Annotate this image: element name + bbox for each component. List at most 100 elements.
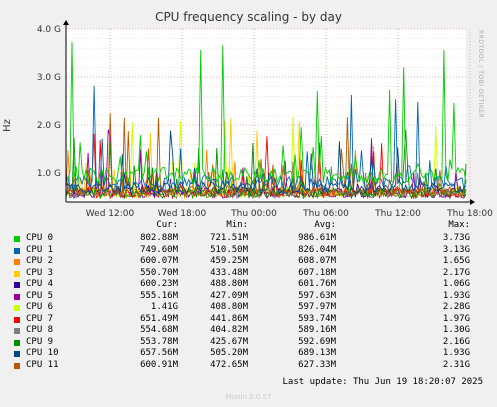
legend-header: Avg: [314, 220, 336, 230]
legend-cur-value: 600.07M [140, 256, 178, 266]
legend-swatch [14, 351, 20, 357]
legend-series-name: CPU 1 [26, 244, 54, 255]
legend-cur-value: 554.68M [140, 325, 178, 335]
legend-row: CPU 2 600.07M 459.25M 608.07M 1.65G [0, 256, 497, 268]
x-tick-label: Thu 06:00 [302, 209, 349, 219]
rrdtool-credit: RRDTOOL / TOBI OETIKER [477, 30, 484, 119]
legend-avg-value: 597.63M [298, 290, 336, 301]
chart-title: CPU frequency scaling - by day [155, 10, 342, 24]
legend-header: Max: [448, 220, 470, 230]
series-line-cpu-1 [65, 85, 467, 192]
legend-row: CPU 7 651.49M 441.86M 593.74M 1.97G [0, 314, 497, 326]
legend-max-value: 2.31G [442, 359, 470, 370]
legend-swatch [14, 328, 20, 334]
last-update: Last update: Thu Jun 19 18:20:07 2025 [282, 377, 483, 387]
legend-swatch [14, 247, 20, 254]
legend-min-value: 408.80M [210, 302, 248, 312]
legend-max-value: 1.65G [442, 256, 470, 266]
legend-max-value: 1.06G [442, 279, 470, 289]
legend-avg-value: 597.97M [298, 302, 336, 312]
legend-cur-value: 550.70M [140, 267, 178, 278]
legend-cur-value: 1.41G [150, 302, 178, 312]
legend-row: CPU 11 600.91M 472.65M 627.33M 2.31G [0, 360, 497, 372]
x-tick-label: Thu 00:00 [230, 209, 277, 219]
legend-swatch [14, 305, 20, 311]
series-line-cpu-0 [65, 41, 467, 185]
legend-max-value: 2.28G [442, 302, 470, 312]
legend-series-name: CPU 10 [26, 348, 59, 358]
legend-row: CPU 3 550.70M 433.48M 607.18M 2.17G [0, 268, 497, 280]
legend-series-name: CPU 9 [26, 336, 54, 347]
munin-version: Munin 2.0.57 [225, 393, 272, 401]
legend-cur-value: 555.16M [140, 290, 178, 301]
legend-min-value: 425.67M [210, 336, 248, 347]
y-axis-arrow [63, 20, 69, 25]
legend-row: CPU 9 553.78M 425.67M 592.69M 2.16G [0, 337, 497, 349]
legend-swatch [14, 236, 20, 242]
legend-series-name: CPU 6 [26, 302, 54, 312]
legend-series-name: CPU 0 [26, 233, 54, 243]
legend-avg-value: 608.07M [298, 256, 336, 266]
legend-cur-value: 651.49M [140, 313, 178, 324]
legend-min-value: 721.51M [210, 233, 248, 243]
legend-min-value: 441.86M [210, 313, 248, 324]
legend-series-name: CPU 11 [26, 359, 59, 370]
y-tick-label: 3.0 G [37, 73, 61, 83]
legend-row: CPU 6 1.41G 408.80M 597.97M 2.28G [0, 302, 497, 314]
legend-row: CPU 5 555.16M 427.09M 597.63M 1.93G [0, 291, 497, 303]
legend-row: CPU 1 749.60M 510.50M 826.04M 3.13G [0, 245, 497, 257]
legend-series-name: CPU 7 [26, 313, 54, 324]
x-tick-label: Wed 12:00 [86, 209, 135, 219]
legend-min-value: 459.25M [210, 256, 248, 266]
legend-min-value: 427.09M [210, 290, 248, 301]
legend-max-value: 1.93G [442, 348, 470, 358]
legend-series-name: CPU 5 [26, 290, 54, 301]
legend-header: Cur: [156, 220, 178, 230]
legend-row: CPU 8 554.68M 404.82M 589.16M 1.30G [0, 325, 497, 337]
legend-max-value: 1.30G [442, 325, 470, 335]
legend-max-value: 3.73G [442, 233, 470, 243]
legend-min-value: 505.20M [210, 348, 248, 358]
legend-avg-value: 589.16M [298, 325, 336, 335]
x-tick-label: Thu 12:00 [374, 209, 421, 219]
legend-cur-value: 749.60M [140, 244, 178, 255]
legend-min-value: 404.82M [210, 325, 248, 335]
legend-row: CPU 10 657.56M 505.20M 689.13M 1.93G [0, 348, 497, 360]
legend-swatch [14, 316, 20, 323]
x-axis-arrow [470, 199, 475, 205]
legend-min-value: 510.50M [210, 244, 248, 255]
legend-swatch [14, 339, 20, 346]
legend-swatch [14, 293, 20, 300]
legend-avg-value: 592.69M [298, 336, 336, 347]
legend-cur-value: 553.78M [140, 336, 178, 347]
legend-swatch [14, 362, 20, 369]
x-tick-label: Thu 18:00 [446, 209, 493, 219]
legend-max-value: 1.97G [442, 313, 470, 324]
legend-max-value: 3.13G [442, 244, 470, 255]
legend-min-value: 472.65M [210, 359, 248, 370]
legend-max-value: 1.93G [442, 290, 470, 301]
legend-series-name: CPU 8 [26, 325, 54, 335]
legend-swatch [14, 259, 20, 265]
legend-series-name: CPU 2 [26, 256, 54, 266]
legend-series-name: CPU 3 [26, 267, 54, 278]
legend-cur-value: 657.56M [140, 348, 178, 358]
legend-header-row: Cur: Min: Avg: Max: [0, 220, 497, 232]
y-tick-label: 2.0 G [37, 121, 61, 131]
legend-avg-value: 627.33M [298, 359, 336, 370]
legend-avg-value: 593.74M [298, 313, 336, 324]
legend-max-value: 2.16G [442, 336, 470, 347]
legend-avg-value: 607.18M [298, 267, 336, 278]
legend-row: CPU 0 802.88M 721.51M 986.61M 3.73G [0, 233, 497, 245]
legend-swatch [14, 270, 20, 277]
legend-row: CPU 4 600.23M 488.80M 601.76M 1.06G [0, 279, 497, 291]
legend-series-name: CPU 4 [26, 279, 54, 289]
legend-min-value: 433.48M [210, 267, 248, 278]
legend-avg-value: 826.04M [298, 244, 336, 255]
y-tick-label: 4.0 G [37, 25, 61, 35]
legend-min-value: 488.80M [210, 279, 248, 289]
legend-avg-value: 689.13M [298, 348, 336, 358]
legend-cur-value: 600.23M [140, 279, 178, 289]
legend-cur-value: 802.88M [140, 233, 178, 243]
chart-plot: 4.0 G 3.0 G 2.0 G 1.0 G Wed 12:00 Wed 18:00 Th… [37, 20, 493, 219]
